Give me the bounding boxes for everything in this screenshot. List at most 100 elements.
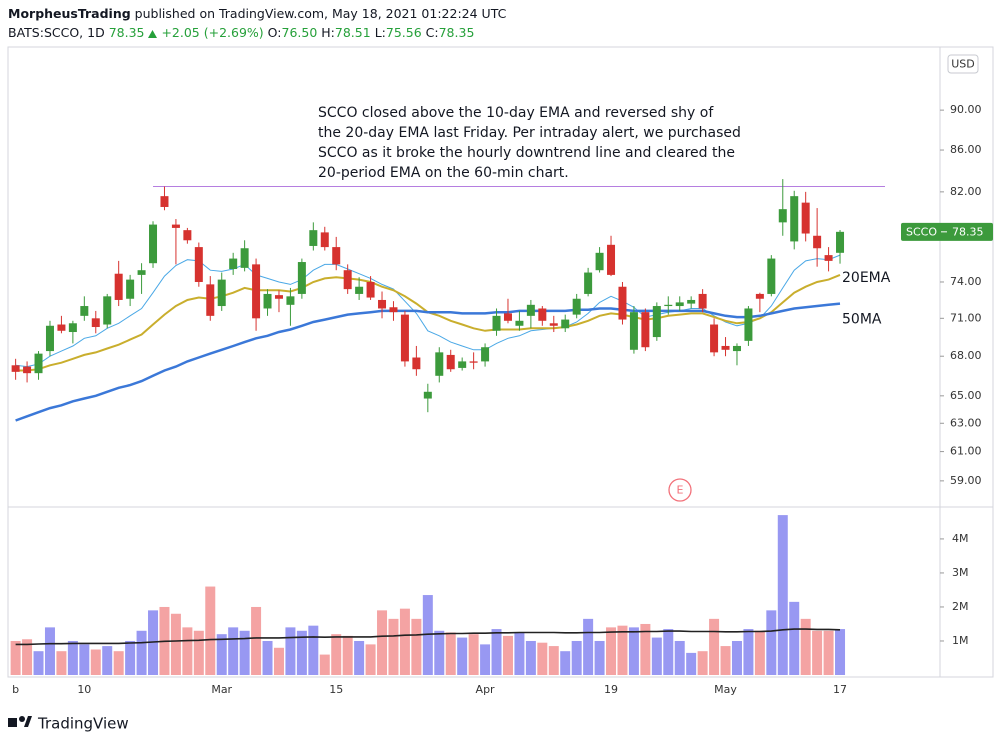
price-tag (901, 222, 993, 241)
price-tag-value: 78.35 (952, 225, 984, 238)
annotation: the 20-day EMA last Friday. Per intraday… (318, 125, 741, 141)
volume-bar (273, 647, 284, 675)
candle-body (171, 224, 180, 228)
candle-body (503, 313, 512, 321)
volume-bar (365, 644, 376, 675)
volume-bar (571, 640, 582, 675)
candle-body (721, 345, 730, 350)
volume-bar (136, 630, 147, 675)
price-tag-symbol: SCCO (906, 225, 937, 238)
volume-bar (113, 651, 124, 675)
y-tick-label: 82.00 (950, 185, 982, 198)
volume-bar (125, 640, 136, 675)
open-value: 76.50 (281, 25, 318, 40)
volume-bar (228, 627, 239, 675)
volume-bar (743, 629, 754, 675)
volume-bar (823, 630, 834, 675)
candle-body (607, 244, 616, 275)
x-tick-label: Apr (476, 683, 496, 696)
volume-tick-label: 4M (952, 532, 969, 545)
y-tick-label: 65.00 (950, 389, 982, 402)
candle-body (492, 315, 501, 331)
volume-bar (216, 634, 227, 675)
currency: USD (951, 58, 975, 71)
candle-body (240, 248, 249, 268)
candle-body (664, 304, 673, 307)
volume-bar (79, 644, 90, 675)
volume-bar (342, 635, 353, 675)
x-tick-label: 15 (329, 683, 343, 696)
volume-bar (502, 635, 513, 675)
volume-bar (102, 646, 113, 675)
candle-body (286, 296, 295, 305)
line-label: 20EMA (842, 270, 891, 286)
last-price: 78.35 (108, 25, 145, 40)
volume-bar (663, 629, 674, 675)
volume-bar (44, 627, 55, 675)
moving-average (15, 273, 841, 372)
volume-bar (251, 606, 262, 675)
candle-body (263, 293, 272, 309)
x-tick-label: Mar (211, 683, 232, 696)
volume-bar (537, 642, 548, 675)
candle-body (561, 319, 570, 329)
candle-body (423, 391, 432, 399)
y-tick-label: 68.00 (950, 349, 982, 362)
volume-tick-label: 1M (952, 634, 969, 647)
candle-body (217, 279, 226, 307)
volume-bar (262, 640, 273, 675)
volume-bar (148, 610, 159, 675)
line-label: 50MA (842, 312, 882, 328)
y-tick-label: 59.00 (950, 474, 982, 487)
candle-body (698, 293, 707, 309)
candle-body (767, 258, 776, 294)
symbol: BATS:SCCO, 1D (8, 25, 105, 40)
candle-body (446, 354, 455, 370)
candle-body (469, 361, 478, 363)
annotation: 20-period EMA on the 60-min chart. (318, 165, 569, 181)
volume-bar (159, 606, 170, 675)
volume-bar (308, 625, 319, 675)
x-tick-label: 19 (604, 683, 618, 696)
candle-body (675, 302, 684, 307)
candles (11, 179, 845, 413)
candle-body (778, 209, 787, 223)
volume-bar (835, 629, 846, 675)
published: published on TradingView.com, May 18, 20… (134, 6, 507, 21)
open-label: O: (267, 25, 282, 40)
volume-bar (548, 646, 559, 675)
candle-body (149, 224, 158, 264)
volume-bar (468, 634, 479, 675)
y-tick-label: 74.00 (950, 275, 982, 288)
volume-bar (754, 630, 765, 675)
candle-body (160, 196, 169, 207)
volume-bar (90, 649, 101, 675)
volume-bar (388, 618, 399, 675)
x-tick-label: 10 (77, 683, 91, 696)
volume-tick-label: 3M (952, 566, 969, 579)
logo (8, 716, 32, 727)
candle-body (824, 255, 833, 261)
change: +2.05 (+2.69%) (161, 25, 264, 40)
candle-body (126, 279, 135, 299)
close-value: 78.35 (438, 25, 475, 40)
candle-body (790, 196, 799, 242)
candle-body (355, 286, 364, 294)
publisher: MorpheusTrading (8, 6, 131, 21)
volume-bar (628, 627, 639, 675)
y-tick-label: 63.00 (950, 416, 982, 429)
candle-body (320, 232, 329, 248)
volume-bar (651, 637, 662, 675)
volume-bar (377, 610, 388, 675)
volume-bar (480, 644, 491, 675)
volume-bar (674, 640, 685, 675)
candle-body (378, 299, 387, 309)
low-value: 75.56 (385, 25, 422, 40)
volume-bar (812, 630, 823, 675)
candle-body (194, 247, 203, 282)
volume-bar (720, 646, 731, 675)
volume-tick-label: 2M (952, 600, 969, 613)
candle-body (435, 352, 444, 376)
candle-body (45, 325, 54, 352)
